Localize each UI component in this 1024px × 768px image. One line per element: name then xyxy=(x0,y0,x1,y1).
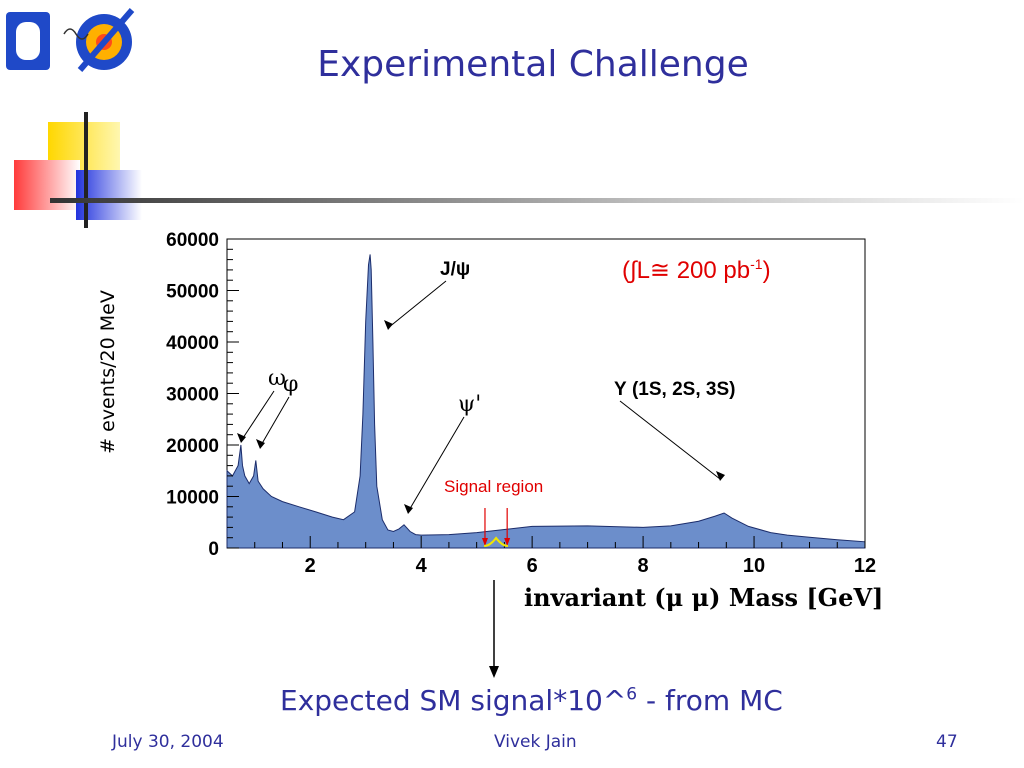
luminosity-text: (∫L≅ 200 pb xyxy=(622,257,751,284)
expected-signal-note: Expected SM signal*10^6 - from MC xyxy=(280,684,783,717)
y-tick-label: 30000 xyxy=(166,385,219,406)
annotation-arrow-head xyxy=(384,320,393,330)
expected-signal-tail: - from MC xyxy=(637,684,783,717)
x-tick-label: 6 xyxy=(527,555,538,577)
footer-date: July 30, 2004 xyxy=(112,732,224,752)
slide-decoration xyxy=(14,112,1024,228)
annotation-label: φ xyxy=(283,372,298,397)
annotation-arrow-line xyxy=(240,390,275,442)
annotation-label: Υ (1S, 2S, 3S) xyxy=(614,379,735,400)
logo-scribble xyxy=(63,28,89,40)
luminosity-close: ) xyxy=(762,257,771,284)
y-tick-label: 0 xyxy=(208,539,219,560)
logo-slash xyxy=(77,8,135,72)
plot-frame xyxy=(226,238,866,549)
luminosity-label: (∫L≅ 200 pb-1) xyxy=(622,256,771,285)
x-tick-label: 10 xyxy=(743,555,765,577)
down-arrow xyxy=(489,580,499,678)
x-tick-label: 4 xyxy=(416,555,428,577)
logo-d-counter xyxy=(16,22,40,60)
annotation-arrow-line xyxy=(619,400,721,480)
annotation-arrow-head xyxy=(404,504,413,514)
x-axis-label: invariant (μ μ) Mass [GeV] xyxy=(524,583,884,612)
y-tick-label: 50000 xyxy=(166,282,219,303)
histogram-area xyxy=(226,254,866,549)
annotation-label: J/ψ xyxy=(440,259,470,280)
expected-signal-exponent: 6 xyxy=(626,684,638,705)
annotation-arrow-line xyxy=(407,416,465,513)
y-tick-label: 40000 xyxy=(166,333,219,354)
signal-region-arrowhead xyxy=(481,538,488,546)
annotation-arrow-head xyxy=(237,433,246,443)
y-tick-label: 20000 xyxy=(166,436,219,457)
y-tick-label: 10000 xyxy=(166,488,219,509)
annotation-label: ω xyxy=(268,366,286,391)
signal-region-arrowhead xyxy=(504,538,511,546)
slide-title: Experimental Challenge xyxy=(317,44,749,85)
footer-page-number: 47 xyxy=(936,732,958,752)
annotation-arrow-line xyxy=(259,396,290,448)
signal-region-label: Signal region xyxy=(444,477,543,496)
annotation-label: ψ' xyxy=(458,392,481,417)
footer-author: Vivek Jain xyxy=(494,732,577,752)
luminosity-exponent: -1 xyxy=(750,256,763,272)
x-tick-label: 2 xyxy=(305,555,316,577)
annotation-arrow-head xyxy=(716,471,725,481)
expected-signal-curve xyxy=(483,536,509,547)
y-tick-label: 60000 xyxy=(166,230,219,251)
annotation-arrow-line xyxy=(387,280,447,329)
y-axis-label: # events/20 MeV xyxy=(97,290,119,454)
mass-histogram-chart: 0 10000 20000 30000 40000 50000 60000 2 4 6 8 10 12 J… xyxy=(166,230,876,577)
annotation-arrow-head xyxy=(256,439,265,449)
expected-signal-text: Expected SM signal*10^ xyxy=(280,684,627,717)
deco-horizontal-rule xyxy=(50,198,1024,203)
x-tick-label: 8 xyxy=(638,555,649,577)
x-tick-label: 12 xyxy=(854,555,876,577)
d0-logo xyxy=(6,8,135,72)
